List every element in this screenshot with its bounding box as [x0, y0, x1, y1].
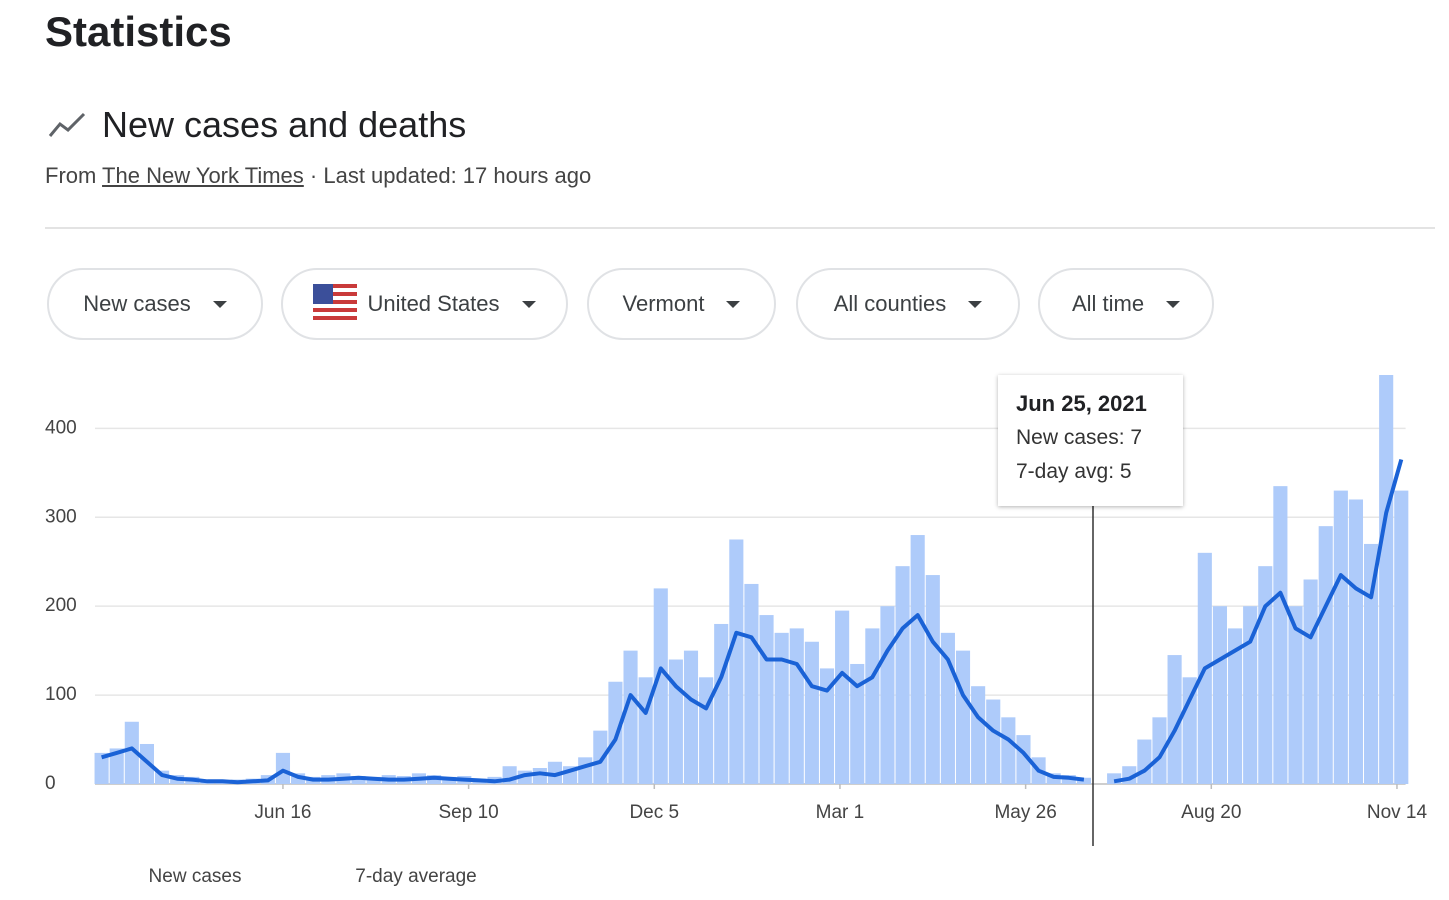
section-title: New cases and deaths [102, 104, 467, 145]
caret [968, 300, 983, 308]
bar [835, 610, 850, 784]
y-tick-label: 200 [45, 595, 77, 616]
bar [109, 748, 124, 784]
filter-chip[interactable]: New cases [47, 268, 263, 340]
tooltip-line: 7-day avg: 5 [1016, 460, 1132, 483]
x-tick-label: Dec 5 [629, 802, 679, 823]
bar [804, 641, 819, 784]
flag-icon [313, 284, 358, 324]
chip-label: Vermont [622, 291, 705, 316]
bar [1227, 628, 1243, 784]
bar [1258, 566, 1273, 784]
bar [608, 681, 623, 784]
x-tick-label: Jun 16 [254, 802, 311, 823]
bar [1318, 526, 1333, 784]
bar [653, 588, 668, 784]
bar [124, 721, 139, 784]
bar [714, 623, 729, 784]
bar [1152, 717, 1167, 784]
divider [45, 227, 1435, 229]
y-tick-label: 100 [45, 684, 77, 705]
chip-label: All counties [833, 291, 947, 316]
bar [1137, 739, 1152, 784]
chart: 0 100 200 300 400 Jun 16 Sep 10 Dec 5 Mar 1 May 2… [45, 375, 1428, 887]
source-link[interactable]: The New York Times [102, 163, 304, 188]
bar [1107, 773, 1122, 784]
tooltip-date: Jun 25, 2021 [1016, 391, 1147, 416]
bar [1243, 606, 1258, 784]
legend-label: 7-day average [355, 866, 476, 887]
bar [683, 650, 699, 784]
bar [1348, 499, 1364, 784]
bar [865, 628, 880, 784]
filter-chip[interactable]: Vermont [587, 268, 776, 340]
bar [1076, 777, 1091, 784]
bar [94, 752, 109, 784]
last-updated: · Last updated: 17 hours ago [309, 163, 592, 188]
bar [1288, 606, 1303, 784]
bar [1303, 579, 1318, 784]
chip-label: All time [1071, 291, 1145, 316]
chip-label: United States [367, 291, 500, 316]
caret [521, 300, 536, 308]
bar [925, 575, 940, 784]
bar [547, 761, 563, 784]
bar [955, 650, 971, 784]
average-line [101, 458, 1404, 785]
filter-chip[interactable]: All counties [796, 268, 1020, 340]
caret [1166, 300, 1181, 308]
bar [275, 752, 291, 784]
bar [744, 583, 759, 784]
bar [789, 628, 804, 784]
bar [1212, 606, 1227, 784]
filter-chip[interactable]: United States [281, 268, 568, 340]
bar [1394, 490, 1409, 784]
x-tick-label: May 26 [994, 802, 1056, 823]
bar [1364, 543, 1379, 784]
bar [819, 668, 835, 784]
tooltip: Jun 25, 2021 New cases: 7 7-day avg: 5 [998, 375, 1183, 506]
bar [1001, 717, 1016, 784]
bar [578, 757, 593, 784]
chip-label: New cases [83, 291, 191, 316]
bar [895, 566, 910, 784]
tooltip-line: New cases: 7 [1016, 426, 1143, 449]
bar [593, 730, 608, 784]
bar [850, 663, 865, 784]
caret [726, 300, 741, 308]
bar [1333, 490, 1348, 784]
x-tick-label: Sep 10 [439, 802, 499, 823]
bar [774, 632, 789, 784]
bar [1167, 655, 1182, 784]
bar [880, 606, 895, 784]
x-tick-label: Mar 1 [816, 802, 865, 823]
bar [351, 775, 366, 784]
source-line: From The New York Times · Last updated: … [45, 163, 591, 189]
bar [759, 615, 774, 784]
legend-label: New cases [149, 866, 242, 887]
trend-icon [48, 112, 86, 137]
bar [986, 699, 1001, 784]
bar [1273, 486, 1288, 784]
y-tick-label: 400 [45, 417, 77, 438]
filter-chip[interactable]: All time [1038, 268, 1214, 340]
page-title: Statistics [45, 8, 232, 55]
bar [623, 650, 638, 784]
y-tick-label: 0 [45, 773, 56, 794]
source-prefix: From [45, 163, 97, 188]
x-tick-label: Nov 14 [1367, 802, 1428, 823]
bar [729, 539, 744, 784]
bar [1379, 375, 1394, 784]
caret [212, 300, 227, 308]
bar [699, 677, 714, 784]
x-tick-label: Aug 20 [1181, 802, 1241, 823]
bar [532, 767, 547, 784]
bar [910, 535, 925, 784]
bar [971, 686, 986, 784]
y-tick-label: 300 [45, 506, 77, 527]
